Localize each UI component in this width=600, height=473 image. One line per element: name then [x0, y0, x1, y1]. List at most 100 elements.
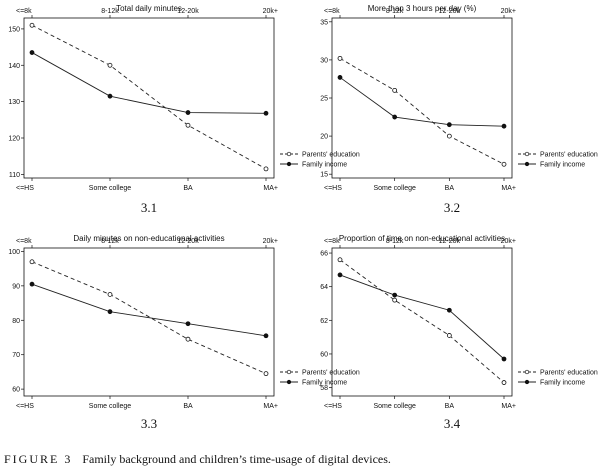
y-tick-label: 30 [320, 57, 328, 64]
x-tick-label-top: 12-20k [439, 8, 461, 15]
y-tick-label: 140 [8, 63, 20, 70]
data-point [501, 123, 507, 129]
x-tick-label-top: 12-20k [439, 238, 461, 245]
x-tick-label-top: 20k+ [263, 238, 278, 245]
x-tick-label-top: 8-12k [101, 238, 119, 245]
x-tick-label-bottom: MA+ [501, 185, 516, 192]
y-tick-label: 60 [320, 351, 328, 358]
x-tick-label-bottom: MA+ [263, 185, 278, 192]
y-tick-label: 60 [12, 387, 20, 394]
chart-title: More than 3 hours per day (%) [368, 4, 477, 13]
legend-marker [286, 379, 292, 385]
chart-panel-3-1: Total daily minutes 110 120 130 140 150 <=HS So… [8, 4, 360, 215]
plot-frame [331, 247, 513, 397]
x-tick-label-top: <=8k [324, 238, 340, 245]
x-tick-label-bottom: <=HS [16, 403, 34, 410]
y-tick-label: 150 [8, 26, 20, 33]
data-point [107, 309, 113, 315]
x-tick-label-top: <=8k [16, 8, 32, 15]
x-tick-label-bottom: Some college [373, 403, 416, 410]
chart-title: Daily minutes on non-educational activit… [73, 234, 224, 243]
data-point [185, 321, 191, 327]
legend-entry: Parents' education [302, 370, 360, 377]
x-tick-label-bottom: BA [183, 403, 193, 410]
data-point [446, 333, 452, 338]
data-point [107, 62, 113, 68]
legend-marker [286, 369, 292, 375]
y-tick-label: 20 [320, 134, 328, 141]
series-line-family-income [31, 52, 267, 114]
chart-title: Proportion of time on non-educational ac… [339, 234, 505, 243]
data-point [501, 380, 507, 385]
chart-title: Total daily minutes [116, 4, 182, 13]
y-tick-label: 64 [320, 284, 328, 291]
legend-marker [286, 161, 292, 167]
plot-frame [23, 17, 275, 179]
legend-entry: Family income [540, 162, 585, 169]
data-point [29, 22, 35, 28]
data-point [29, 50, 35, 55]
chart-panel-3-3: Daily minutes on non-educational activit… [8, 234, 360, 431]
data-point [263, 371, 269, 377]
caption-label: FIGURE 3 [4, 452, 73, 466]
legend-entry: Parents' education [302, 152, 360, 159]
legend-entry: Parents' education [540, 370, 598, 377]
y-tick-label: 62 [320, 318, 328, 325]
y-tick-label: 58 [320, 385, 328, 392]
legend-marker [524, 379, 530, 385]
data-point [337, 272, 343, 278]
data-point [392, 297, 398, 303]
x-tick-label-bottom: <=HS [16, 185, 34, 192]
legend-marker [524, 369, 530, 375]
data-point [263, 110, 269, 116]
data-point [107, 292, 113, 297]
x-tick-label-top: <=8k [324, 8, 340, 15]
data-point [501, 161, 507, 167]
series-line-parents-education [31, 24, 267, 170]
x-tick-label-top: 12-20k [177, 238, 199, 245]
series-line-parents-education [31, 261, 267, 375]
legend-entry: Family income [302, 380, 347, 387]
x-tick-label-bottom: MA+ [501, 403, 516, 410]
legend-marker [524, 161, 530, 167]
series-line-family-income [339, 274, 505, 360]
x-tick-label-top: 20k+ [501, 8, 516, 15]
series-line-parents-education [339, 57, 505, 165]
data-point [446, 122, 452, 128]
legend-entry: Family income [302, 162, 347, 169]
x-tick-label-bottom: BA [445, 185, 455, 192]
x-tick-label-top: 20k+ [263, 8, 278, 15]
data-point [185, 122, 191, 128]
panel-label: 3.1 [141, 200, 157, 215]
data-point [185, 336, 191, 342]
x-tick-label-bottom: <=HS [324, 185, 342, 192]
data-point [337, 257, 343, 263]
x-tick-label-top: 12-20k [177, 8, 199, 15]
plot-frame [23, 247, 275, 397]
y-tick-label: 25 [320, 96, 328, 103]
legend-entry: Family income [540, 380, 585, 387]
x-tick-label-top: 20k+ [501, 238, 516, 245]
y-tick-label: 70 [12, 352, 20, 359]
y-tick-label: 120 [8, 136, 20, 143]
chart-panel-3-2: More than 3 hours per day (%) 15 20 25 30 35 <… [320, 4, 598, 215]
data-point [392, 114, 398, 120]
data-point [29, 259, 35, 265]
data-point [263, 333, 269, 339]
panel-label: 3.2 [444, 200, 460, 215]
data-point [446, 133, 452, 139]
x-tick-label-bottom: <=HS [324, 403, 342, 410]
data-point [501, 356, 507, 362]
data-point [107, 93, 113, 99]
x-tick-label-bottom: Some college [89, 185, 132, 192]
x-tick-label-top: 8-12k [101, 8, 119, 15]
data-point [29, 281, 35, 287]
y-tick-label: 90 [12, 283, 20, 290]
y-tick-label: 130 [8, 99, 20, 106]
x-tick-label-bottom: Some college [373, 185, 416, 192]
y-tick-label: 100 [8, 249, 20, 256]
y-tick-label: 35 [320, 19, 328, 26]
y-tick-label: 15 [320, 172, 328, 179]
x-tick-label-bottom: MA+ [263, 403, 278, 410]
